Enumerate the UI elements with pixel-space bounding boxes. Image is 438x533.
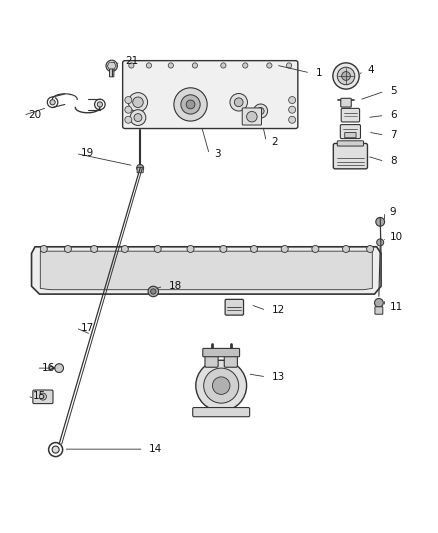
Text: 17: 17	[81, 323, 94, 333]
Text: 4: 4	[368, 65, 374, 75]
FancyBboxPatch shape	[375, 307, 383, 314]
FancyBboxPatch shape	[224, 351, 237, 367]
FancyBboxPatch shape	[225, 300, 244, 315]
Text: 15: 15	[33, 391, 46, 401]
Circle shape	[254, 104, 268, 118]
FancyBboxPatch shape	[340, 125, 360, 139]
Text: 20: 20	[28, 110, 42, 120]
FancyBboxPatch shape	[341, 108, 360, 122]
FancyBboxPatch shape	[137, 167, 143, 173]
FancyBboxPatch shape	[337, 141, 364, 146]
Circle shape	[121, 246, 128, 253]
Text: 10: 10	[390, 232, 403, 242]
Circle shape	[251, 246, 258, 253]
Circle shape	[129, 63, 134, 68]
Circle shape	[234, 98, 243, 107]
FancyBboxPatch shape	[203, 349, 240, 357]
Circle shape	[342, 71, 350, 80]
Circle shape	[52, 446, 59, 453]
FancyBboxPatch shape	[193, 408, 250, 417]
FancyBboxPatch shape	[110, 69, 114, 77]
Circle shape	[221, 63, 226, 68]
Circle shape	[64, 246, 71, 253]
Text: 6: 6	[390, 110, 396, 120]
Text: 12: 12	[272, 305, 285, 316]
Circle shape	[289, 106, 296, 113]
Text: 1: 1	[315, 68, 322, 78]
Circle shape	[312, 246, 319, 253]
Circle shape	[154, 246, 161, 253]
Circle shape	[376, 217, 385, 226]
Circle shape	[130, 110, 146, 125]
Text: 18: 18	[169, 281, 182, 291]
Text: 9: 9	[390, 207, 396, 217]
Circle shape	[55, 364, 64, 373]
Circle shape	[137, 165, 144, 172]
Circle shape	[247, 111, 257, 122]
FancyBboxPatch shape	[345, 133, 356, 138]
Circle shape	[337, 67, 355, 85]
Circle shape	[148, 286, 159, 297]
FancyBboxPatch shape	[341, 98, 351, 107]
Circle shape	[196, 360, 247, 411]
Circle shape	[133, 97, 143, 108]
Text: 2: 2	[272, 136, 278, 147]
Circle shape	[267, 63, 272, 68]
Circle shape	[146, 63, 152, 68]
FancyBboxPatch shape	[242, 108, 261, 125]
Circle shape	[212, 377, 230, 394]
Text: 19: 19	[81, 149, 94, 158]
Text: 14: 14	[149, 444, 162, 454]
Circle shape	[204, 368, 239, 403]
Circle shape	[128, 93, 148, 112]
Text: 8: 8	[390, 156, 396, 166]
Circle shape	[289, 96, 296, 103]
Text: 21: 21	[125, 55, 138, 66]
Circle shape	[257, 108, 264, 115]
Polygon shape	[40, 251, 372, 290]
Circle shape	[187, 246, 194, 253]
FancyBboxPatch shape	[33, 390, 53, 403]
Circle shape	[134, 114, 142, 122]
Circle shape	[230, 93, 247, 111]
Circle shape	[39, 393, 46, 400]
Circle shape	[333, 63, 359, 89]
Circle shape	[106, 60, 117, 71]
FancyBboxPatch shape	[205, 351, 218, 367]
FancyBboxPatch shape	[123, 61, 298, 128]
Text: 7: 7	[390, 130, 396, 140]
Text: 5: 5	[390, 86, 396, 96]
Circle shape	[174, 88, 207, 121]
Text: 13: 13	[272, 372, 285, 382]
Text: 16: 16	[42, 363, 55, 373]
Circle shape	[168, 63, 173, 68]
Circle shape	[286, 63, 292, 68]
Circle shape	[151, 289, 156, 294]
Circle shape	[343, 246, 350, 253]
Circle shape	[125, 116, 132, 123]
Polygon shape	[32, 247, 381, 294]
Circle shape	[377, 239, 384, 246]
Circle shape	[289, 116, 296, 123]
Circle shape	[367, 246, 374, 253]
Circle shape	[243, 63, 248, 68]
FancyBboxPatch shape	[333, 143, 367, 169]
Circle shape	[374, 298, 383, 307]
Text: 3: 3	[215, 149, 221, 159]
Circle shape	[192, 63, 198, 68]
Circle shape	[220, 246, 227, 253]
Circle shape	[281, 246, 288, 253]
Circle shape	[97, 102, 102, 107]
Circle shape	[50, 100, 55, 105]
Text: 11: 11	[390, 302, 403, 312]
Circle shape	[91, 246, 98, 253]
Circle shape	[181, 95, 200, 114]
Circle shape	[186, 100, 195, 109]
Circle shape	[125, 96, 132, 103]
Circle shape	[40, 246, 47, 253]
Circle shape	[125, 106, 132, 113]
